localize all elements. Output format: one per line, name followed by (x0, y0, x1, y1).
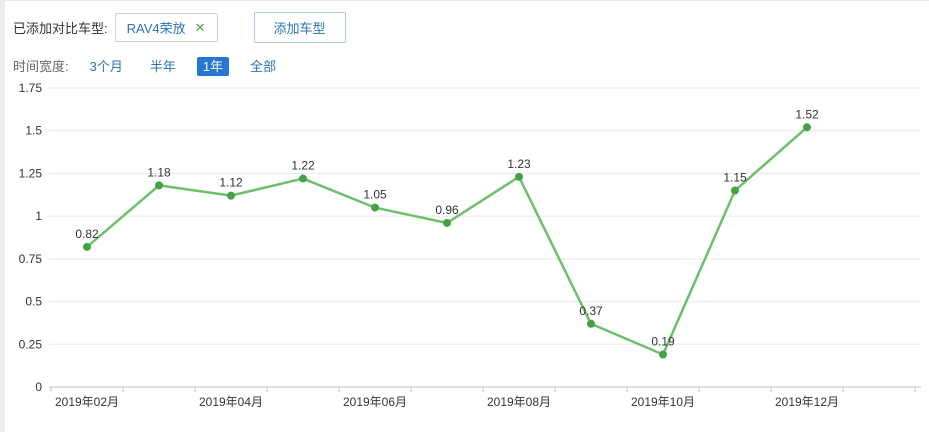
data-point[interactable] (731, 187, 739, 195)
x-axis-tick-label: 2019年10月 (631, 395, 695, 409)
data-point-label: 1.15 (723, 171, 747, 185)
y-axis-tick-label: 0.25 (19, 337, 43, 351)
y-axis-tick-label: 0 (35, 380, 42, 394)
x-axis-tick-label: 2019年04月 (199, 395, 263, 409)
time-filter-bar: 时间宽度: 3个月半年 1年全部 (5, 56, 929, 75)
data-point[interactable] (803, 123, 811, 131)
car-tag: RAV4荣放 ✕ (115, 13, 218, 42)
data-point[interactable] (515, 173, 523, 181)
data-point[interactable] (299, 175, 307, 183)
y-axis-tick-label: 1.5 (25, 124, 42, 138)
data-point[interactable] (443, 219, 451, 227)
price-trend-compare-page: 已添加对比车型: RAV4荣放 ✕ 添加车型 时间宽度: 3个月半年 1年全部 0… (5, 0, 929, 432)
car-tag-label: RAV4荣放 (127, 18, 186, 37)
data-point-label: 1.22 (291, 159, 315, 173)
data-point-label: 1.52 (795, 107, 819, 121)
data-point-label: 1.23 (507, 157, 531, 171)
add-model-button[interactable]: 添加车型 (254, 12, 346, 43)
x-axis-tick-label: 2019年12月 (775, 395, 839, 409)
trend-chart: 0 0.25 0.5 0.75 1 1.25 1.5 1.75 2019年02月 2019年04月… (5, 81, 929, 432)
data-point[interactable] (155, 181, 163, 189)
y-axis-tick-label: 0.75 (19, 252, 43, 266)
data-point-label: 1.05 (363, 188, 387, 202)
data-point[interactable] (659, 351, 667, 359)
data-point[interactable] (371, 204, 379, 212)
remove-car-icon[interactable]: ✕ (195, 21, 206, 34)
y-axis-tick-label: 1.25 (19, 166, 43, 180)
data-point-label: 0.96 (435, 203, 459, 217)
x-axis-tick-label: 2019年02月 (55, 395, 119, 409)
data-point-label: 0.82 (75, 227, 99, 241)
x-axis-tick-label: 2019年06月 (343, 395, 407, 409)
data-point-label: 1.18 (147, 165, 171, 179)
trend-line (87, 127, 807, 354)
data-point[interactable] (227, 192, 235, 200)
toolbar: 已添加对比车型: RAV4荣放 ✕ 添加车型 (5, 1, 929, 43)
data-point[interactable] (83, 243, 91, 251)
y-axis-tick-label: 0.5 (25, 295, 42, 309)
y-axis-tick-label: 1.75 (19, 81, 43, 95)
time-option-3个月[interactable]: 3个月 (84, 57, 129, 76)
time-width-label: 时间宽度: (13, 56, 69, 75)
time-options: 3个月半年 1年全部 (69, 56, 283, 75)
data-point-label: 0.37 (579, 304, 603, 318)
data-point[interactable] (587, 320, 595, 328)
time-option-1年[interactable]: 1年 (197, 57, 229, 76)
y-axis-tick-label: 1 (35, 209, 42, 223)
x-axis-tick-label: 2019年08月 (487, 395, 551, 409)
added-models-label: 已添加对比车型: (13, 18, 108, 37)
time-option-半年[interactable]: 半年 (144, 57, 182, 76)
data-point-label: 0.19 (651, 335, 675, 349)
time-option-全部[interactable]: 全部 (244, 57, 282, 76)
data-point-label: 1.12 (219, 176, 243, 190)
line-chart-svg: 0 0.25 0.5 0.75 1 1.25 1.5 1.75 2019年02月 2019年04月… (5, 81, 926, 431)
